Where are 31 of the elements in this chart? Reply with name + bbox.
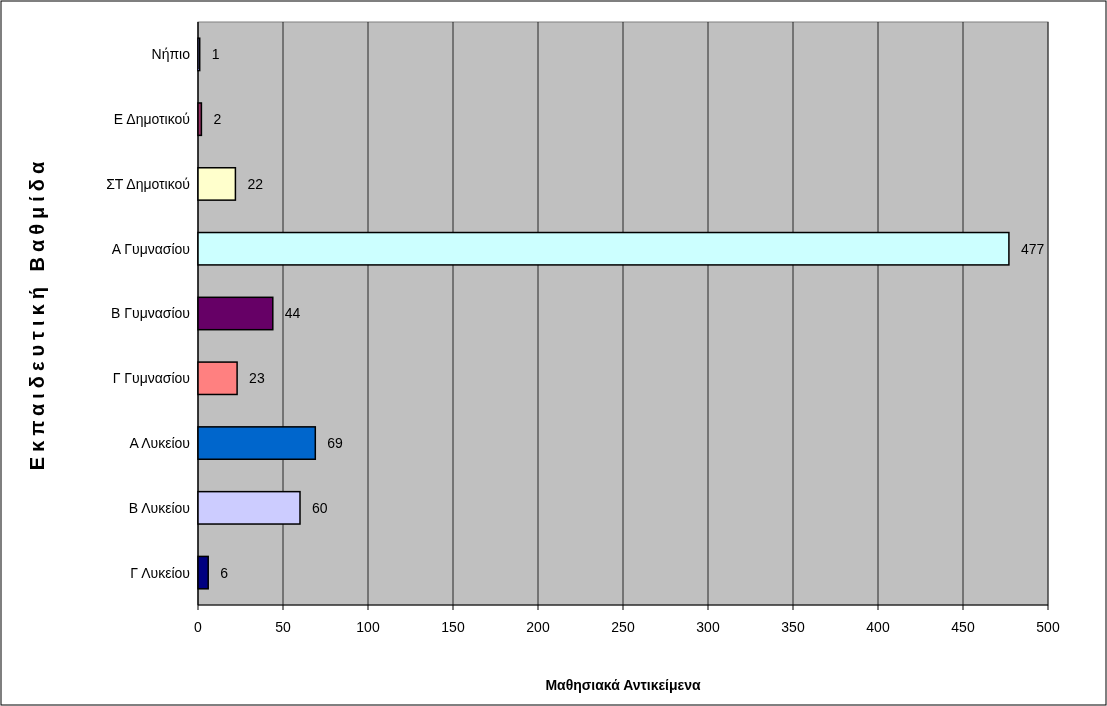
x-tick-label: 500 — [1036, 619, 1060, 635]
data-label: 477 — [1020, 240, 1045, 257]
x-tick-label: 0 — [194, 619, 203, 635]
y-tick-label: ΣΤ Δημοτικού — [106, 175, 190, 192]
y-tick-label: Α Λυκείου — [129, 434, 190, 451]
x-tick-label: 100 — [356, 619, 380, 635]
y-tick-label: Α Γυμνασίου — [111, 240, 190, 257]
x-tick-label: 300 — [696, 619, 720, 635]
x-tick-label: 250 — [611, 619, 635, 635]
data-label: 44 — [284, 305, 301, 322]
y-tick-label: Β Λυκείου — [128, 499, 190, 516]
y-tick-label: Νήπιο — [151, 46, 191, 63]
x-tick-label: 150 — [441, 619, 465, 635]
data-label: 69 — [327, 434, 344, 451]
data-label: 6 — [220, 564, 229, 581]
x-tick-label: 400 — [866, 619, 890, 635]
data-label: 22 — [247, 175, 264, 192]
data-label: 23 — [249, 370, 265, 387]
y-tick-label: Γ Λυκείου — [130, 564, 190, 581]
x-tick-label: 200 — [526, 619, 550, 635]
y-tick-label: Γ Γυμνασίου — [112, 370, 190, 387]
x-axis-title: Μαθησιακά Αντικείμενα — [545, 677, 702, 693]
x-tick-label: 350 — [781, 619, 805, 635]
x-tick-label: 50 — [275, 619, 291, 635]
x-tick-label: 450 — [951, 619, 975, 635]
y-axis-title: Εκπαιδευτική Βαθμίδα — [26, 156, 48, 471]
data-label: 2 — [213, 111, 222, 128]
data-label: 1 — [211, 46, 220, 63]
y-tick-label: Ε Δημοτικού — [113, 111, 190, 128]
data-label: 60 — [312, 499, 328, 516]
y-tick-label: Β Γυμνασίου — [111, 305, 190, 322]
